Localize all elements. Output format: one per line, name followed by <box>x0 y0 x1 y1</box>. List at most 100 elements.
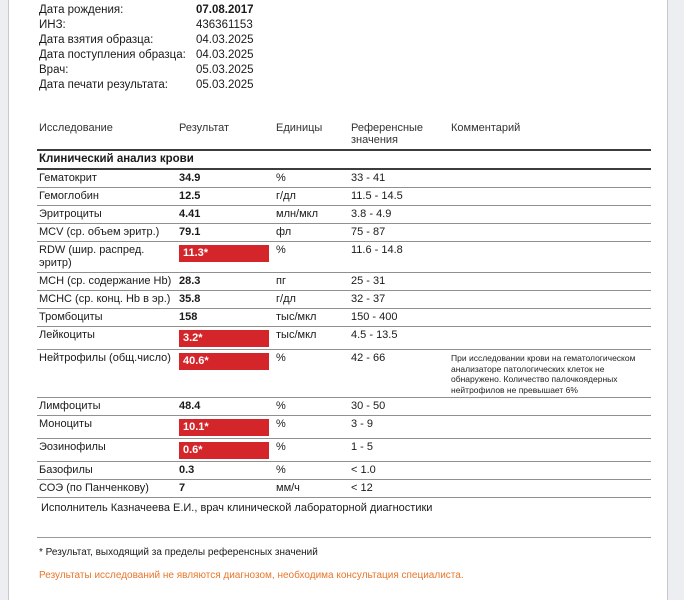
disclaimer: Результаты исследований не являются диаг… <box>39 570 464 581</box>
flagged-result-value: 11.3* <box>179 245 269 262</box>
result-cell: 34.9 <box>177 170 274 187</box>
result-value: 7 <box>179 482 186 494</box>
test-name-cell: Нейтрофилы (общ.число) <box>39 352 171 364</box>
column-header: Комментарий <box>451 122 521 134</box>
result-cell: 10.1* <box>177 416 274 438</box>
units-cell: % <box>276 400 286 412</box>
result-value: 4.41 <box>179 208 201 220</box>
result-value: 12.5 <box>179 190 201 202</box>
metadata-row: Дата поступления образца: 04.03.2025 <box>39 48 667 63</box>
metadata-value: 04.03.2025 <box>196 49 254 61</box>
reference-cell: 150 - 400 <box>351 311 398 323</box>
comment-cell <box>449 462 651 479</box>
comment-cell <box>449 480 651 497</box>
test-name-cell: Базофилы <box>39 464 93 476</box>
table-row: Моноциты 10.1*% 3 - 9 <box>37 416 651 439</box>
results-table: Исследование Результат Единицы Референсные … <box>37 119 651 498</box>
metadata-block: Дата рождения: 07.08.2017 ИНЗ: 436361153 Дат… <box>39 3 667 93</box>
reference-cell: 75 - 87 <box>351 226 386 238</box>
reference-cell: 4.5 - 13.5 <box>351 329 398 341</box>
comment-cell <box>449 273 651 290</box>
units-cell: % <box>276 244 286 256</box>
footnote-divider <box>37 537 651 538</box>
result-cell: 0.3 <box>177 462 274 479</box>
metadata-label: Дата взятия образца: <box>39 34 154 46</box>
units-cell: г/дл <box>276 293 296 305</box>
table-row: RDW (шир. распред. эритр) 11.3*% 11.6 - 14… <box>37 242 651 273</box>
metadata-value: 05.03.2025 <box>196 79 254 91</box>
result-value: 158 <box>179 311 198 323</box>
table-row: Базофилы 0.3% < 1.0 <box>37 462 651 480</box>
units-cell: % <box>276 352 286 364</box>
units-cell: % <box>276 418 286 430</box>
flagged-result-value: 3.2* <box>179 330 269 347</box>
table-row: Лейкоциты 3.2* тыс/мкл 4.5 - 13.5 <box>37 327 651 350</box>
comment-cell <box>449 188 651 205</box>
comment-cell <box>449 242 651 272</box>
table-row: Эритроциты 4.41 млн/мкл 3.8 - 4.9 <box>37 206 651 224</box>
flagged-result-value: 40.6* <box>179 353 269 370</box>
reference-cell: 3 - 9 <box>351 418 374 430</box>
metadata-row: Врач: 05.03.2025 <box>39 63 667 78</box>
footnote: * Результат, выходящий за пределы рефере… <box>39 547 318 558</box>
metadata-value: 07.08.2017 <box>196 4 254 16</box>
metadata-label: ИНЗ: <box>39 19 66 31</box>
units-cell: фл <box>276 226 292 238</box>
reference-cell: 30 - 50 <box>351 400 386 412</box>
reference-cell: 1 - 5 <box>351 441 374 453</box>
comment-cell <box>449 309 651 326</box>
metadata-label: Дата поступления образца: <box>39 49 186 61</box>
result-cell: 35.8 <box>177 291 274 308</box>
result-cell: 79.1 <box>177 224 274 241</box>
test-name-cell: MCHC (ср. конц. Hb в эр.) <box>39 293 171 305</box>
table-row: Эозинофилы 0.6*% 1 - 5 <box>37 439 651 462</box>
metadata-row: Дата рождения: 07.08.2017 <box>39 3 667 18</box>
comment-cell <box>449 398 651 415</box>
metadata-label: Дата рождения: <box>39 4 124 16</box>
table-header-row: Исследование Результат Единицы Референсные … <box>37 119 651 151</box>
comment-cell <box>449 206 651 223</box>
column-header: Результат <box>179 122 230 134</box>
result-cell: 40.6* <box>177 350 274 397</box>
table-row: MCHC (ср. конц. Hb в эр.) 35.8 г/дл 32 - 37 <box>37 291 651 309</box>
flagged-result-value: 0.6* <box>179 442 269 459</box>
test-name-cell: СОЭ (по Панченкову) <box>39 482 149 494</box>
test-name-cell: Гемоглобин <box>39 190 99 202</box>
column-header: Единицы <box>276 122 323 134</box>
reference-cell: < 1.0 <box>351 464 376 476</box>
lab-report-page: Дата рождения: 07.08.2017 ИНЗ: 436361153 Дат… <box>8 0 668 600</box>
result-cell: 158 <box>177 309 274 326</box>
units-cell: тыс/мкл <box>276 311 317 323</box>
table-row: MCV (ср. объем эритр.) 79.1 фл 75 - 87 <box>37 224 651 242</box>
reference-cell: 25 - 31 <box>351 275 386 287</box>
result-value: 34.9 <box>179 172 201 184</box>
table-body: Гематокрит 34.9% 33 - 41 Гемоглобин 12.5 г/дл… <box>37 170 651 498</box>
units-cell: тыс/мкл <box>276 329 317 341</box>
test-name-cell: Гематокрит <box>39 172 97 184</box>
test-name-cell: Моноциты <box>39 418 92 430</box>
test-name-cell: Лимфоциты <box>39 400 101 412</box>
metadata-label: Дата печати результата: <box>39 79 168 91</box>
section-header: Клинический анализ крови <box>37 151 651 170</box>
comment-cell <box>449 327 651 349</box>
metadata-label: Врач: <box>39 64 69 76</box>
result-cell: 48.4 <box>177 398 274 415</box>
test-name-cell: Эозинофилы <box>39 441 106 453</box>
comment-cell <box>449 224 651 241</box>
result-value: 35.8 <box>179 293 201 305</box>
result-value: 48.4 <box>179 400 201 412</box>
metadata-value: 436361153 <box>196 19 253 31</box>
lab-report-content: Дата рождения: 07.08.2017 ИНЗ: 436361153 Дат… <box>9 0 667 582</box>
table-row: Гемоглобин 12.5 г/дл 11.5 - 14.5 <box>37 188 651 206</box>
test-name-cell: Тромбоциты <box>39 311 103 323</box>
result-cell: 7 <box>177 480 274 497</box>
units-cell: % <box>276 464 286 476</box>
units-cell: % <box>276 172 286 184</box>
comment-cell: При исследовании крови на гематологическ… <box>451 353 636 395</box>
comment-cell <box>449 416 651 438</box>
table-row: Нейтрофилы (общ.число) 40.6*% 42 - 66 При и… <box>37 350 651 398</box>
table-row: СОЭ (по Панченкову) 7 мм/ч < 12 <box>37 480 651 498</box>
test-name-cell: Лейкоциты <box>39 329 95 341</box>
reference-cell: 3.8 - 4.9 <box>351 208 392 220</box>
test-name-cell: MCH (ср. содержание Hb) <box>39 275 172 287</box>
